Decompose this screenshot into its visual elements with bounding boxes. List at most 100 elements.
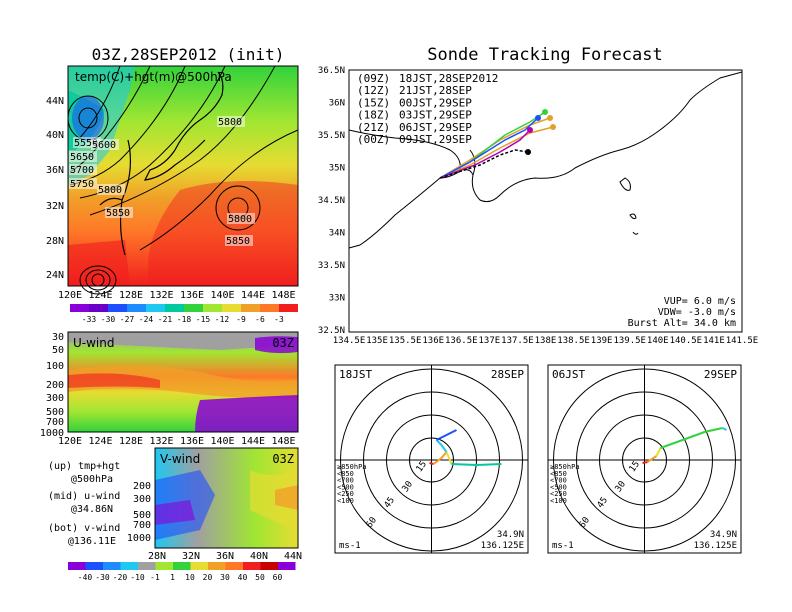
hodograph-trace — [435, 439, 448, 453]
colorbar-swatch — [225, 562, 243, 570]
u-pressure-tick: 50 — [52, 345, 64, 356]
colorbar-swatch — [243, 562, 261, 570]
launch-code: (00Z) — [357, 133, 390, 146]
contour-label-bg — [91, 139, 119, 150]
colorbar-swatch — [184, 304, 203, 312]
u-pressure-tick: 100 — [46, 361, 64, 372]
colorbar-tick: 60 — [273, 573, 283, 582]
legend-line: (bot) v-wind — [48, 523, 120, 534]
v-colorbar: -40 -30 -20 -10 -1 1 10 20 30 40 50 60 — [68, 562, 296, 582]
contour-label: 5800 — [98, 185, 122, 196]
launch-time: 18JST,28SEP2012 — [399, 72, 498, 85]
colorbar-tick: -10 — [130, 573, 145, 582]
colorbar-swatch — [70, 304, 89, 312]
contour-label-bg — [69, 164, 97, 175]
track-lon-tick: 137.5E — [501, 336, 534, 346]
colorbar-swatch — [108, 304, 127, 312]
track-lon-ticks: 134.5E 135E 135.5E 136E 136.5E 137E 137.5E 138E… — [333, 336, 758, 346]
launch-time: 21JST,28SEP — [399, 84, 472, 97]
colorbar-tick: -21 — [158, 315, 173, 324]
u-pressure-tick: 30 — [52, 332, 64, 343]
hodograph-unit: ms-1 — [552, 541, 574, 551]
track-lat-tick: 36N — [329, 99, 345, 109]
hodograph-right: 06JST 29SEP15304560≥850hPa<850<700<500<25… — [547, 364, 742, 554]
upper-lon-tick: 140E — [210, 290, 234, 301]
upper-lon-tick: 136E — [180, 290, 204, 301]
colorbar-tick: -20 — [113, 573, 128, 582]
colorbar-swatch — [260, 304, 279, 312]
track-param: VDW= -3.0 m/s — [658, 307, 736, 318]
legend-line: @500hPa — [71, 474, 113, 485]
colorbar-tick: -27 — [120, 315, 135, 324]
upper-panel-title: 03Z,28SEP2012 (init) — [92, 45, 285, 64]
track-lon-tick: 138.5E — [557, 336, 590, 346]
hodograph-time: 06JST — [552, 368, 585, 381]
track-lat-tick: 34N — [329, 229, 345, 239]
track-lon-tick: 136E — [422, 336, 444, 346]
contour-label: 5550 — [74, 138, 98, 149]
v-pressure-tick: 200 — [133, 481, 151, 492]
colorbar-swatch — [208, 562, 226, 570]
colorbar-swatch — [222, 304, 241, 312]
hodograph-legend-item: <100 — [337, 497, 354, 505]
track-lon-tick: 138E — [535, 336, 557, 346]
upper-lat-tick: 40N — [46, 130, 64, 141]
colorbar-tick: 50 — [255, 573, 265, 582]
track-lat-tick: 35.5N — [318, 131, 345, 141]
track-param: Burst Alt= 34.0 km — [628, 318, 736, 329]
launch-code: (09Z) — [357, 72, 390, 85]
colorbar-tick: -6 — [255, 315, 265, 324]
v-pressure-tick: 500 — [133, 510, 151, 521]
v-lat-tick: 36N — [216, 551, 234, 562]
u-lon-ticks: 120E 124E 128E 132E 136E 140E 144E 148E — [58, 436, 296, 447]
u-pressure-tick: 700 — [46, 417, 64, 428]
v-wind-time: 03Z — [272, 452, 294, 466]
hodograph-unit: ms-1 — [339, 541, 361, 551]
u-pressure-tick: 300 — [46, 393, 64, 404]
track-lon-tick: 139.5E — [613, 336, 646, 346]
hodograph-trace — [429, 462, 434, 465]
colorbar-swatch — [241, 304, 260, 312]
u-lon-tick: 140E — [210, 436, 234, 447]
contour-label: 5600 — [92, 140, 116, 151]
upper-lon-tick: 144E — [241, 290, 265, 301]
hodograph-trace — [642, 461, 648, 464]
v-lat-tick: 40N — [250, 551, 268, 562]
track-param: VUP= 6.0 m/s — [664, 296, 736, 307]
colorbar-swatch — [260, 562, 278, 570]
colorbar-swatch — [103, 562, 121, 570]
launch-code: (12Z) — [357, 84, 390, 97]
track-lat-tick: 34.5N — [318, 196, 345, 206]
track-lon-tick: 140.5E — [670, 336, 703, 346]
contour-label: 5800 — [228, 214, 252, 225]
hodograph-legend-item: <250 — [550, 490, 567, 498]
hodograph-trace — [722, 427, 727, 431]
hodograph-date: 29SEP — [704, 368, 737, 381]
launch-code: (21Z) — [357, 121, 390, 134]
colorbar-swatch — [89, 304, 108, 312]
track-lon-tick: 140E — [647, 336, 669, 346]
u-wind-panel — [67, 331, 299, 433]
u-pressure-tick: 200 — [46, 380, 64, 391]
hodograph-date: 28SEP — [491, 368, 524, 381]
contour-label: 5800 — [218, 117, 242, 128]
legend-line: @34.86N — [71, 504, 113, 515]
contour-label-bg — [69, 178, 97, 189]
upper-lat-tick: 44N — [46, 96, 64, 107]
upper-lon-ticks: 120E 124E 128E 132E 136E 140E 144E 148E — [58, 290, 296, 301]
upper-lat-tick: 32N — [46, 201, 64, 212]
legend-line: @136.11E — [68, 536, 116, 547]
hodograph-trace — [646, 455, 658, 463]
v-wind-label: V-wind — [160, 452, 200, 466]
upper-lon-tick: 128E — [119, 290, 143, 301]
launch-code: (15Z) — [357, 96, 390, 109]
upper-lat-ticks: 44N 40N 36N 32N 28N 24N — [46, 96, 64, 281]
colorbar-tick: -9 — [236, 315, 246, 324]
contour-label: 5650 — [70, 152, 94, 163]
upper-lat-tick: 24N — [46, 270, 64, 281]
u-lon-tick: 124E — [88, 436, 112, 447]
track-lat-tick: 32.5N — [318, 326, 345, 336]
track-lat-ticks: 36.5N 36N 35.5N 35N 34.5N 34N 33.5N 33N 32.5N — [318, 66, 345, 336]
colorbar-swatch — [138, 562, 156, 570]
